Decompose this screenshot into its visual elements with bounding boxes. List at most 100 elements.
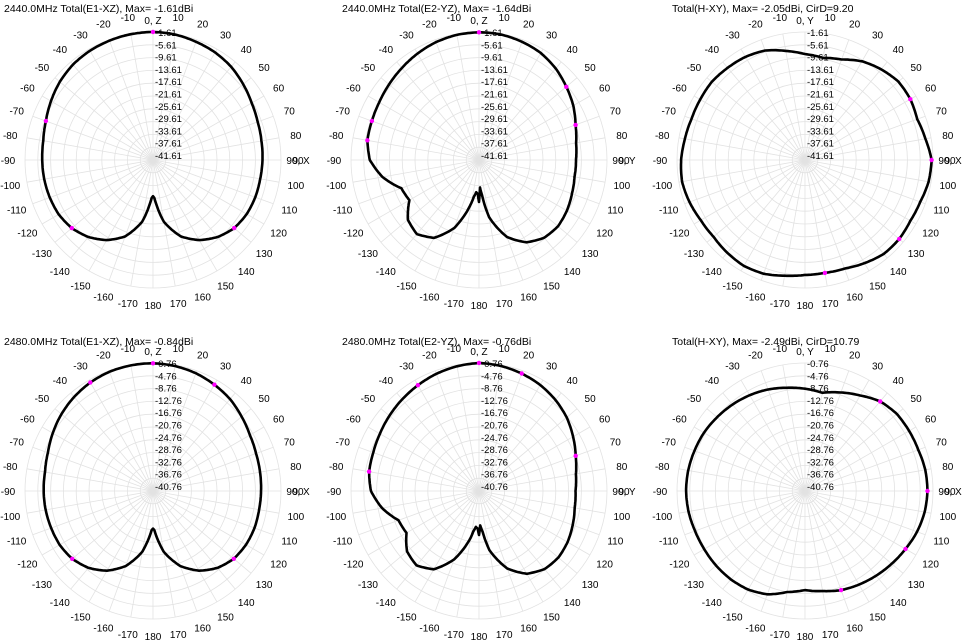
grid-spoke (152, 468, 280, 492)
angle-tick-label: -30 (73, 361, 88, 372)
grid-spoke (478, 39, 524, 161)
grid-spoke (70, 392, 154, 492)
angle-tick-label: 180 (471, 301, 488, 312)
grid-spoke (380, 77, 480, 161)
grid-spoke (434, 159, 480, 281)
pattern-marker (573, 453, 578, 458)
angle-tick-label: 40 (567, 376, 579, 387)
grid-spoke (152, 61, 236, 161)
angle-tick-label: 40 (241, 376, 253, 387)
grid-spoke (478, 490, 600, 536)
pattern-marker (150, 361, 156, 366)
radial-tick-label: -4.76 (807, 371, 829, 382)
pattern-marker (43, 118, 49, 124)
pattern-marker (903, 546, 908, 552)
radial-tick-label: -9.61 (807, 53, 829, 64)
radial-tick-label: -5.61 (807, 40, 829, 51)
angle-tick-label: -40 (705, 45, 720, 56)
angle-tick-label: -170 (770, 299, 790, 310)
axis-label-right: 90, X (938, 156, 962, 167)
angle-tick-label: 170 (822, 299, 839, 310)
polar-chart-6: Total(H-XY), Max= -2.49dBi, CirD=10.79 -0… (652, 336, 962, 640)
angle-tick-label: 30 (546, 30, 558, 41)
grid-spoke (478, 446, 600, 492)
angle-tick-label: 40 (241, 45, 253, 56)
angle-tick-label: -50 (35, 63, 50, 74)
angle-tick-label: -30 (399, 30, 414, 41)
grid-spoke (152, 33, 176, 161)
grid-spoke (706, 490, 806, 574)
angle-tick-label: 100 (939, 181, 956, 192)
grid-spoke (41, 95, 154, 161)
angle-tick-label: 60 (925, 415, 937, 426)
angle-tick-label: -50 (687, 63, 702, 74)
grid-spoke (152, 490, 198, 612)
pattern-marker (365, 138, 370, 143)
grid-spoke (693, 426, 806, 492)
grid-spoke (152, 490, 274, 536)
radial-tick-label: -21.61 (155, 90, 182, 101)
grid-spoke (684, 159, 806, 205)
grid-spoke (804, 490, 828, 618)
grid-spoke (782, 159, 806, 287)
radial-tick-label: -36.76 (155, 470, 182, 481)
grid-spoke (152, 95, 265, 161)
radial-tick-label: -12.76 (807, 396, 834, 407)
grid-spoke (358, 115, 480, 161)
grid-spoke (804, 490, 917, 556)
grid-spoke (804, 490, 904, 574)
angle-tick-label: 160 (194, 623, 211, 634)
radial-tick-label: -1.61 (807, 28, 829, 39)
grid-spoke (740, 48, 806, 161)
angle-tick-label: 20 (197, 351, 209, 362)
grid-spoke (41, 159, 154, 225)
radial-tick-label: -41.61 (481, 151, 508, 162)
grid-spoke (740, 379, 806, 492)
radial-tick-label: -41.61 (807, 151, 834, 162)
angle-tick-label: -160 (93, 623, 113, 634)
radial-tick-label: -37.61 (481, 139, 508, 150)
angle-tick-label: 140 (564, 267, 581, 278)
angle-tick-label: 10 (499, 13, 511, 24)
angle-tick-label: 100 (287, 181, 304, 192)
angle-tick-label: -110 (659, 206, 679, 217)
angle-tick-label: 50 (911, 63, 923, 74)
angle-tick-label: -50 (361, 63, 376, 74)
radial-tick-label: -32.76 (155, 457, 182, 468)
grid-spoke (478, 159, 578, 243)
angle-tick-label: -80 (655, 462, 670, 473)
radial-tick-label: -28.76 (807, 445, 834, 456)
pattern-marker (897, 236, 902, 242)
grid-spoke (108, 39, 154, 161)
angle-tick-label: 80 (290, 131, 302, 142)
radial-tick-label: -29.61 (155, 114, 182, 125)
radial-tick-label: -36.76 (807, 470, 834, 481)
grid-spoke (88, 379, 154, 492)
angle-tick-label: 140 (238, 598, 255, 609)
angle-tick-label: -120 (669, 560, 689, 571)
grid-spoke (152, 379, 218, 492)
angle-tick-label: 60 (273, 415, 285, 426)
grid-spoke (693, 490, 806, 556)
pattern-trace (366, 30, 578, 244)
angle-tick-label: 110 (933, 206, 949, 217)
grid-spoke (478, 490, 544, 603)
angle-tick-label: -50 (687, 394, 702, 405)
grid-spoke (684, 490, 806, 536)
pattern-marker (70, 556, 75, 561)
radial-tick-label: -32.76 (807, 457, 834, 468)
radial-tick-label: -5.61 (155, 40, 177, 51)
angle-tick-label: -170 (118, 299, 138, 310)
angle-tick-label: 180 (797, 632, 814, 640)
angle-tick-label: -10 (447, 13, 462, 24)
grid-spoke (26, 159, 154, 183)
angle-tick-label: 160 (520, 623, 537, 634)
grid-spoke (760, 490, 806, 612)
grid-spoke (478, 48, 544, 161)
grid-spoke (456, 33, 480, 161)
angle-tick-label: -140 (50, 598, 70, 609)
grid-spoke (456, 364, 480, 492)
grid-spoke (478, 33, 502, 161)
grid-spoke (804, 490, 888, 590)
